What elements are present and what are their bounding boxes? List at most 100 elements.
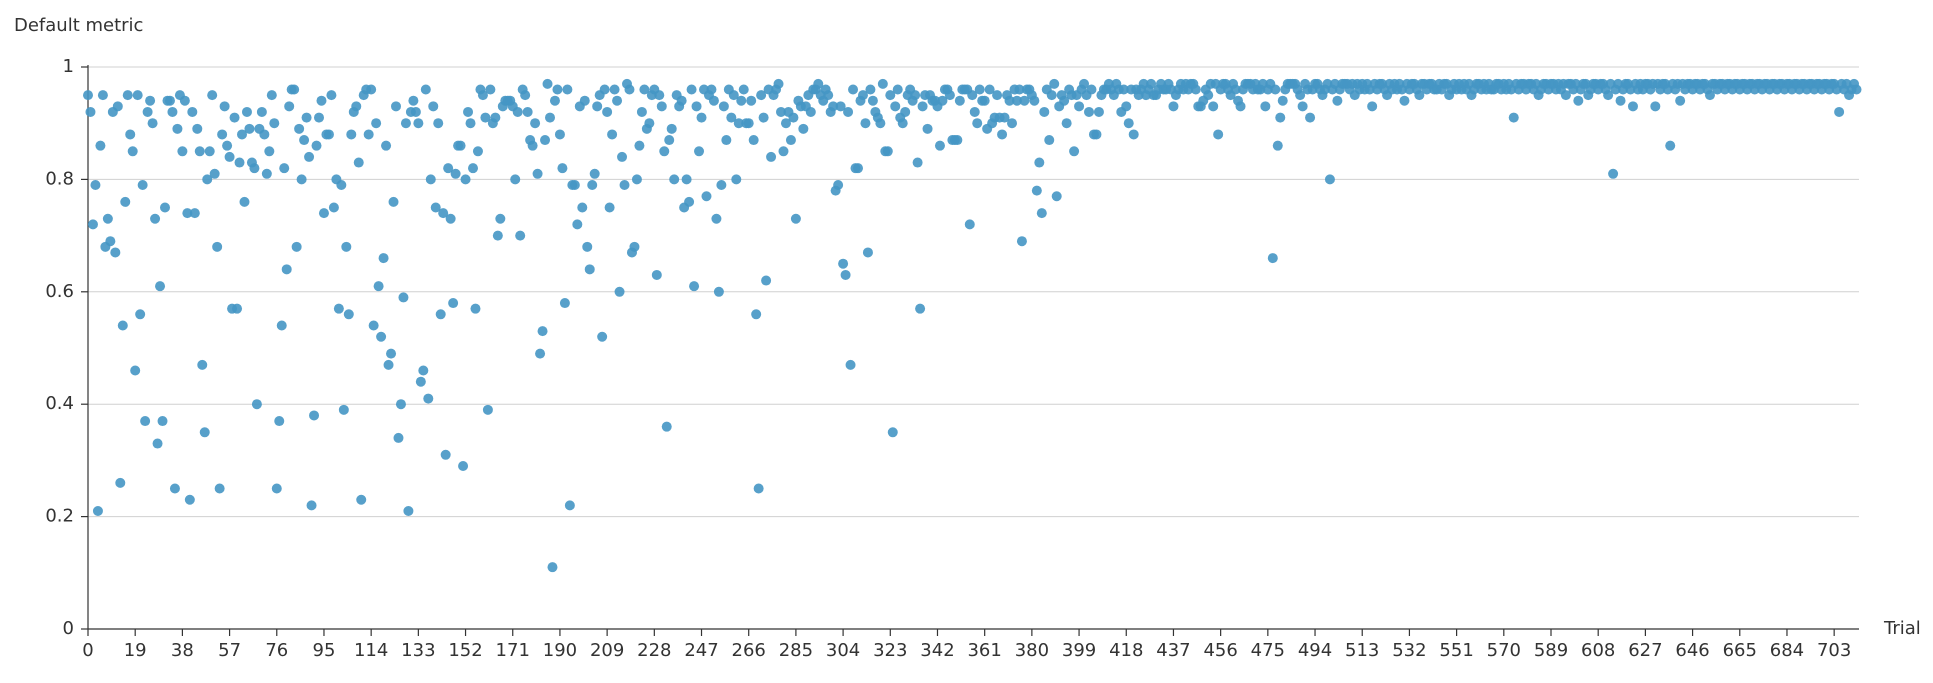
point: [840, 269, 851, 280]
point: [664, 135, 675, 146]
point: [617, 151, 628, 162]
point: [997, 129, 1008, 140]
point: [639, 84, 650, 95]
point: [1036, 208, 1047, 219]
point: [748, 135, 759, 146]
point: [1650, 101, 1661, 112]
point: [890, 101, 901, 112]
x-tick-label: 532: [1392, 640, 1426, 661]
point: [1603, 90, 1614, 101]
point: [112, 101, 123, 112]
point: [289, 84, 300, 95]
point: [430, 202, 441, 213]
point: [480, 112, 491, 123]
point: [413, 118, 424, 129]
point: [204, 146, 215, 157]
point: [97, 90, 108, 101]
point: [259, 129, 270, 140]
point: [619, 180, 630, 191]
point: [1079, 78, 1090, 89]
point: [391, 101, 401, 112]
point: [415, 376, 426, 387]
point: [187, 106, 198, 117]
point: [448, 298, 459, 309]
point: [164, 95, 175, 106]
point: [944, 90, 955, 101]
point: [877, 78, 888, 89]
point: [711, 213, 722, 224]
point: [676, 95, 687, 106]
x-tick-label: 95: [313, 640, 336, 661]
x-tick-label: 494: [1298, 640, 1332, 661]
point: [651, 269, 662, 280]
x-tick-label: 304: [826, 640, 860, 661]
point: [798, 123, 809, 134]
point: [368, 320, 379, 331]
point: [823, 90, 834, 101]
point: [1203, 90, 1214, 101]
point: [624, 84, 635, 95]
point: [520, 90, 531, 101]
point: [423, 393, 434, 404]
point: [147, 118, 158, 129]
point: [172, 123, 183, 134]
point: [954, 95, 965, 106]
point: [83, 90, 93, 101]
point: [341, 241, 352, 252]
point: [140, 416, 151, 427]
point: [279, 163, 290, 174]
point: [1367, 101, 1378, 112]
x-tick-label: 380: [1015, 640, 1049, 661]
point: [979, 95, 990, 106]
point: [184, 494, 195, 505]
point: [373, 281, 384, 292]
point: [132, 90, 143, 101]
point: [1118, 84, 1129, 95]
point: [999, 112, 1010, 123]
point: [249, 163, 260, 174]
point: [984, 84, 995, 95]
point: [865, 84, 876, 95]
x-tick-label: 228: [637, 640, 671, 661]
point: [194, 146, 205, 157]
point: [102, 213, 113, 224]
point: [435, 309, 446, 320]
point: [535, 348, 546, 359]
point: [554, 129, 565, 140]
point: [87, 219, 98, 230]
point: [862, 247, 873, 258]
point: [577, 202, 588, 213]
point: [234, 157, 245, 168]
point: [733, 118, 744, 129]
point: [969, 106, 980, 117]
x-tick-label: 152: [448, 640, 482, 661]
point: [353, 157, 364, 168]
point: [773, 78, 784, 89]
point: [1332, 95, 1343, 106]
point: [915, 303, 926, 314]
point: [381, 140, 392, 151]
point: [217, 129, 228, 140]
point: [450, 168, 461, 179]
point: [587, 180, 598, 191]
point: [1608, 168, 1619, 179]
point: [291, 241, 302, 252]
point: [438, 208, 449, 219]
point: [1086, 84, 1097, 95]
point: [169, 483, 180, 494]
point: [972, 118, 983, 129]
point: [482, 404, 493, 415]
point: [264, 146, 275, 157]
point: [336, 180, 347, 191]
x-tick-label: 247: [684, 640, 718, 661]
point: [934, 140, 945, 151]
point: [105, 236, 116, 247]
point: [440, 449, 451, 460]
x-tick-label: 171: [496, 640, 530, 661]
point: [433, 118, 444, 129]
point: [758, 112, 769, 123]
point: [1260, 101, 1271, 112]
point: [1665, 140, 1676, 151]
point: [1061, 118, 1072, 129]
point: [378, 253, 389, 264]
